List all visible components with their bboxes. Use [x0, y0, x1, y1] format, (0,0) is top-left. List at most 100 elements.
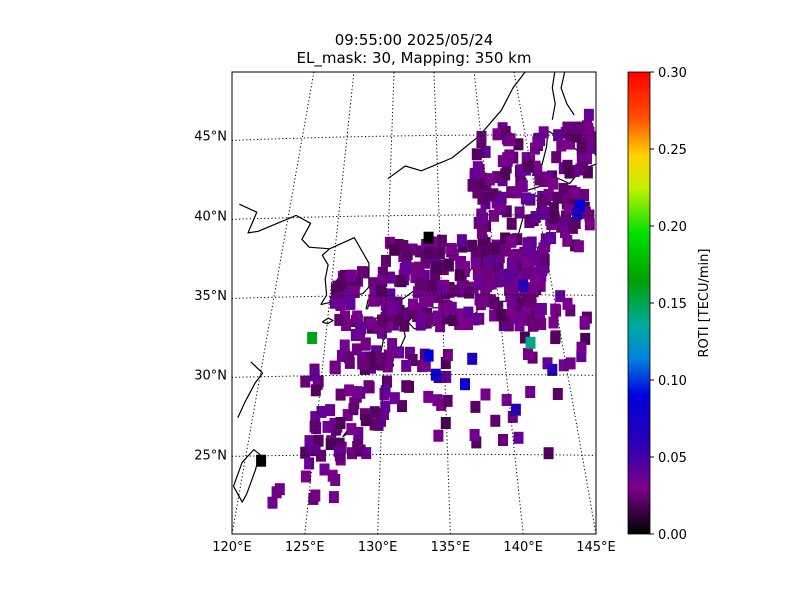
- roti-cell: [389, 392, 400, 405]
- roti-cell: [565, 357, 576, 370]
- x-tick-label: 130°E: [358, 540, 398, 555]
- roti-cell: [433, 429, 444, 442]
- roti-cell: [342, 409, 353, 422]
- roti-cell: [552, 191, 563, 204]
- roti-cell: [506, 235, 517, 248]
- roti-cell: [398, 240, 409, 252]
- x-tick-label: 125°E: [285, 540, 325, 555]
- roti-cell: [565, 137, 575, 150]
- roti-cell: [386, 303, 397, 316]
- roti-cell: [573, 121, 584, 134]
- roti-cell: [421, 238, 432, 251]
- roti-cell: [402, 248, 413, 261]
- roti-cell: [547, 211, 558, 224]
- roti-cell: [477, 234, 488, 247]
- roti-cell: [501, 394, 512, 406]
- roti-cell: [530, 160, 541, 173]
- roti-cell: [404, 346, 415, 359]
- roti-cell: [501, 161, 512, 174]
- roti-cell: [469, 313, 480, 326]
- roti-cell: [562, 121, 573, 134]
- roti-cell: [440, 417, 451, 429]
- roti-cell: [369, 358, 380, 371]
- roti-cell: [434, 247, 445, 260]
- roti-cell: [584, 218, 595, 231]
- roti-cell: [548, 202, 559, 215]
- roti-cell: [538, 126, 549, 139]
- roti-cell: [375, 352, 386, 365]
- longitude-gridline: [377, 72, 395, 534]
- roti-cell: [414, 245, 425, 258]
- roti-cell: [480, 145, 491, 158]
- roti-cell: [490, 414, 501, 427]
- roti-cell: [401, 380, 412, 393]
- roti-cell: [316, 449, 326, 462]
- roti-cell: [463, 306, 474, 319]
- roti-cell: [353, 438, 364, 451]
- roti-cell-highlight: [525, 336, 536, 349]
- roti-cell: [380, 385, 391, 398]
- roti-cell: [536, 303, 547, 315]
- coastline: [239, 203, 331, 305]
- y-tick-label: 40°N: [194, 209, 227, 224]
- roti-cell: [467, 179, 478, 192]
- roti-cell: [442, 394, 453, 407]
- roti-cell: [477, 192, 488, 205]
- roti-cell: [442, 349, 453, 361]
- roti-cell: [384, 236, 395, 249]
- roti-cell: [587, 141, 596, 154]
- roti-cell: [460, 261, 470, 274]
- roti-cell: [525, 386, 536, 398]
- roti-cell: [477, 178, 488, 191]
- roti-cell: [543, 189, 554, 201]
- roti-cell: [431, 290, 442, 303]
- roti-cell: [361, 447, 372, 460]
- roti-cell: [415, 318, 426, 331]
- roti-cell: [401, 359, 412, 372]
- roti-cell: [435, 320, 446, 333]
- roti-cell: [576, 350, 587, 363]
- roti-cell: [514, 319, 525, 332]
- roti-cell: [561, 210, 571, 223]
- roti-cell: [440, 357, 451, 369]
- roti-cell: [582, 152, 592, 165]
- roti-cell: [562, 159, 573, 172]
- roti-cell: [553, 129, 564, 142]
- roti-cell: [480, 268, 491, 281]
- roti-cell: [341, 319, 352, 331]
- colorbar-tick-label: 0.20: [658, 220, 687, 235]
- roti-cell: [581, 133, 592, 146]
- roti-cell: [563, 192, 574, 205]
- roti-cell: [346, 269, 357, 282]
- roti-cell: [478, 212, 489, 225]
- colorbar-tick-label: 0.30: [658, 66, 687, 81]
- roti-cell: [475, 298, 486, 311]
- roti-cell: [576, 140, 587, 153]
- roti-cell: [304, 457, 315, 470]
- roti-cell: [389, 243, 400, 256]
- y-tick-label: 45°N: [194, 130, 227, 145]
- roti-cells: [256, 108, 596, 509]
- roti-cell: [349, 286, 360, 298]
- roti-cell: [423, 295, 434, 307]
- roti-cell: [500, 126, 511, 138]
- roti-cell: [369, 406, 380, 419]
- roti-cell: [500, 232, 511, 245]
- roti-cell: [550, 332, 561, 345]
- colorbar-tick-label: 0.25: [658, 143, 687, 158]
- coastline: [237, 361, 264, 418]
- x-axis-ticks: 120°E 125°E 130°E 135°E 140°E 145°E: [212, 540, 616, 555]
- roti-cell: [576, 152, 587, 165]
- roti-cell: [355, 444, 366, 457]
- roti-cell: [564, 203, 574, 216]
- roti-cell: [471, 436, 482, 449]
- roti-cell: [339, 339, 350, 352]
- roti-cell: [548, 177, 559, 190]
- roti-cell: [523, 348, 533, 360]
- roti-cell: [316, 405, 327, 418]
- roti-cell: [401, 261, 412, 274]
- roti-cell: [587, 131, 596, 144]
- roti-cell: [334, 313, 345, 326]
- roti-cell: [448, 314, 459, 327]
